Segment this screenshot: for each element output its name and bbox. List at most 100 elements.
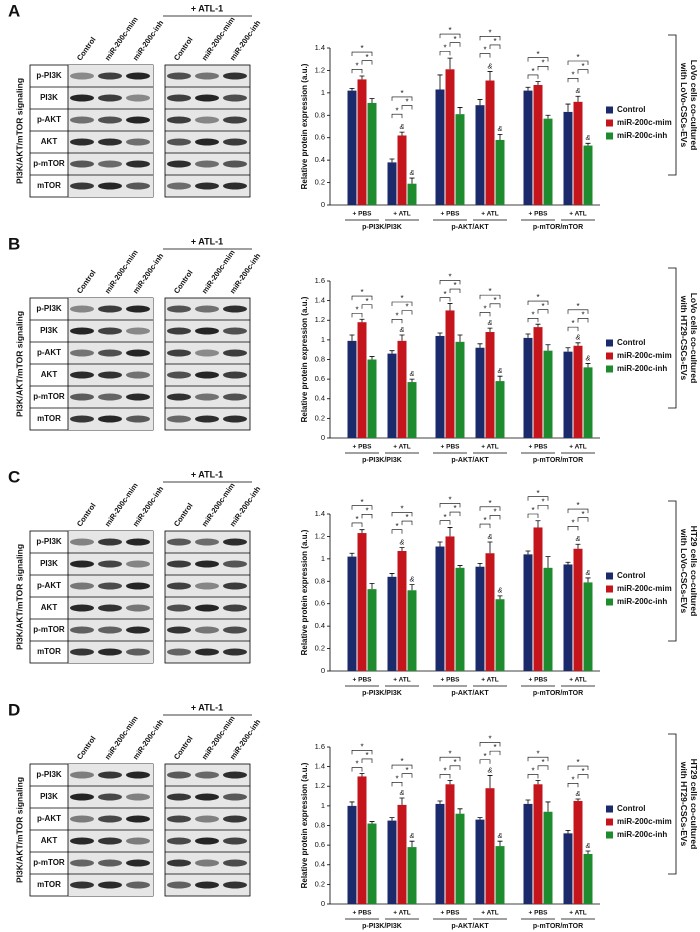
x-tick-label: + ATL (481, 677, 499, 684)
blot-band (98, 349, 122, 357)
error-bar (487, 327, 493, 333)
significance-bracket (439, 756, 461, 762)
blot-label: mTOR (37, 880, 61, 889)
blot-band (195, 393, 219, 401)
error-bar (409, 840, 415, 848)
treatment-label: + ATL-1 (191, 702, 223, 712)
blot-band (223, 327, 247, 335)
blot-label: AKT (41, 370, 58, 379)
y-axis-label: Relative protein expression (a.u.) (300, 529, 309, 655)
bar (583, 582, 593, 671)
blot-band (223, 837, 247, 845)
significance-marker: * (448, 273, 451, 282)
blot-band (167, 94, 191, 102)
bar (475, 566, 485, 671)
legend-label: Control (617, 571, 645, 580)
significance-bracket (479, 523, 491, 529)
error-bar (535, 81, 541, 86)
significance-marker: * (365, 751, 368, 760)
significance-marker: * (355, 515, 358, 524)
significance-bracket (537, 309, 549, 314)
significance-bracket (537, 65, 549, 71)
blot-band (167, 138, 191, 146)
significance-marker: * (395, 106, 398, 115)
bar (455, 114, 465, 205)
error-bar (545, 801, 551, 812)
group-label: p-PI3K/PI3K (362, 923, 402, 930)
bar (485, 788, 495, 904)
blot-band (223, 771, 247, 779)
pathway-label: PI3K/AKT/mTOR signaling (14, 311, 24, 417)
x-tick-label: + PBS (353, 910, 373, 917)
bar (475, 819, 485, 904)
significance-bracket (401, 520, 413, 526)
blot-band (167, 72, 191, 80)
error-bar (535, 520, 541, 528)
significance-bracket (401, 105, 413, 110)
error-bar (457, 107, 463, 115)
legend-label: miR-200c-mim (617, 584, 672, 593)
legend-label: miR-200c-mim (617, 351, 672, 360)
pathway-label: PI3K/AKT/mTOR signaling (14, 78, 24, 184)
significance-bracket (489, 515, 501, 520)
blot-band (70, 626, 94, 634)
blot-band (70, 604, 94, 612)
blot-label: AKT (41, 137, 58, 146)
bar (347, 340, 357, 438)
bar (357, 79, 367, 205)
condition-bracket (668, 733, 677, 875)
significance-bracket (351, 505, 373, 510)
significance-bracket (567, 326, 579, 332)
blot-band (167, 793, 191, 801)
blot-band (167, 560, 191, 568)
blot-band (223, 371, 247, 379)
x-tick-label: + PBS (353, 211, 373, 218)
blot-band (70, 815, 94, 823)
blot-band (126, 859, 150, 867)
error-bar (535, 779, 541, 785)
legend-swatch (606, 365, 613, 373)
significance-bracket (449, 42, 461, 47)
blot-label: p-PI3K (36, 537, 62, 546)
blot-label: mTOR (37, 647, 61, 656)
x-tick-label: + PBS (529, 211, 549, 218)
blot-band (223, 415, 247, 423)
significance-marker: * (400, 757, 403, 766)
blot-band (167, 815, 191, 823)
error-bar (457, 808, 463, 814)
y-tick-label: 1.4 (315, 43, 325, 52)
y-tick-label: 0 (321, 899, 325, 908)
significance-marker: * (581, 510, 584, 519)
significance-bracket (489, 750, 501, 756)
significance-marker: * (443, 290, 446, 299)
bar (485, 553, 495, 671)
bar (455, 813, 465, 904)
blot-band (126, 815, 150, 823)
significance-marker: * (571, 319, 574, 328)
blot-band (223, 393, 247, 401)
blot-band (195, 349, 219, 357)
blot-band (98, 859, 122, 867)
y-axis-label: Relative protein expression (a.u.) (300, 63, 309, 189)
significance-marker: * (395, 774, 398, 783)
bar (367, 359, 377, 438)
condition-label: HT29 cells co-cultured (689, 526, 699, 617)
blot-band (223, 859, 247, 867)
condition-label: with LoVo-CSCs-EVs (679, 62, 689, 148)
significance-marker: * (405, 513, 408, 522)
blot-label: mTOR (37, 414, 61, 423)
blot-band (98, 305, 122, 313)
error-bar (535, 323, 541, 328)
blot-band (195, 859, 219, 867)
error-bar (447, 779, 453, 785)
control-marker: & (498, 588, 503, 595)
blot-label: p-PI3K (36, 304, 62, 313)
blot-band (167, 604, 191, 612)
control-marker: & (410, 833, 415, 840)
significance-bracket (439, 280, 461, 285)
blot-band (195, 327, 219, 335)
group-label: p-PI3K/PI3K (362, 457, 402, 464)
blot-label: p-AKT (37, 115, 61, 124)
blot-band (223, 881, 247, 889)
blot-label: mTOR (37, 181, 61, 190)
